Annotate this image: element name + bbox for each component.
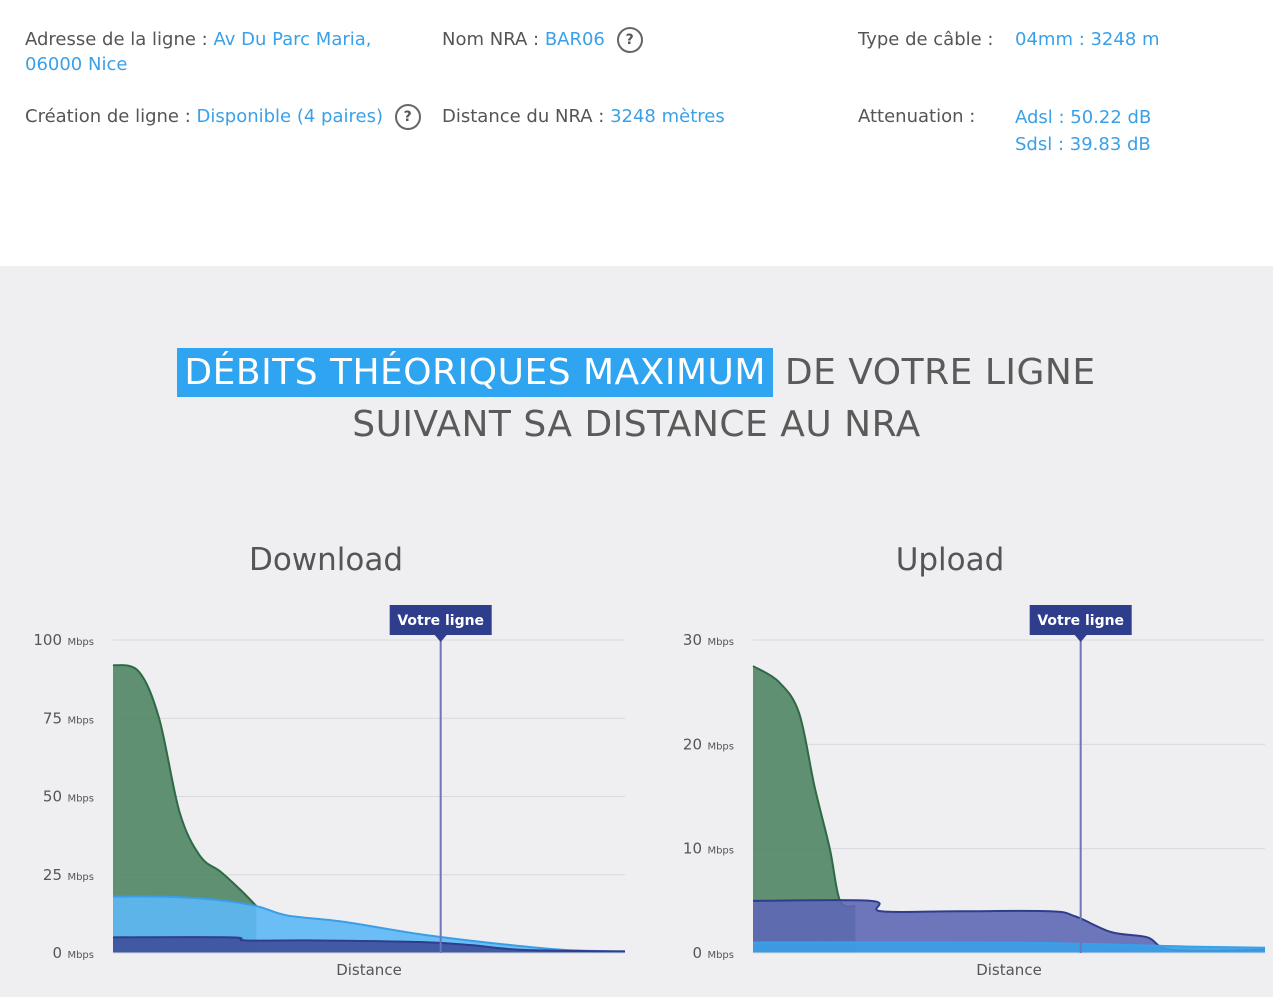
y-tick-label: 0 [692,944,702,962]
upload-chart: 0 Mbps 10 Mbps 20 Mbps 30 Mbps Distance Votre lig… [683,605,1266,979]
your-line-label: Votre ligne [1037,613,1124,629]
y-tick-label: 50 [43,788,62,806]
series-area-0 [113,665,257,953]
your-line-badge: Votre ligne [389,605,492,642]
x-axis-label: Distance [976,961,1042,979]
nra-distance-value: 3248 mètres [610,106,725,127]
y-tick-unit: Mbps [67,950,94,961]
line-creation-field: Création de ligne : Disponible (4 paires… [25,104,421,130]
section-headline-line2: SUIVANT SA DISTANCE AU NRA [352,404,921,445]
nra-name-value: BAR06 [544,29,605,50]
line-creation-value: Disponible (4 paires) [196,106,383,127]
series-area-1 [753,900,1265,953]
y-tick-unit: Mbps [67,637,94,648]
nra-name-label: Nom NRA : [442,29,540,50]
address-field: Adresse de la ligne : Av Du Parc Maria, … [25,27,405,77]
help-icon[interactable]: ? [394,104,421,130]
y-tick-unit: Mbps [67,794,94,805]
line-info-panel: Adresse de la ligne : Av Du Parc Maria, … [0,0,1273,266]
y-tick-label: 20 [683,735,702,753]
y-tick-label: 75 [43,709,62,727]
cable-type-value: 04mm : 3248 m [1015,29,1160,50]
y-tick-label: 100 [33,631,62,649]
headline-rest: DE VOTRE LIGNE [784,352,1096,393]
address-label: Adresse de la ligne : [25,29,208,50]
series-line-0 [112,664,258,907]
cable-type-value-wrap: 04mm : 3248 m [1015,27,1160,52]
y-tick-unit: Mbps [707,741,734,752]
line-creation-label: Création de ligne : [25,106,191,127]
x-axis-label: Distance [336,961,402,979]
attenuation-label: Attenuation : [858,106,976,127]
series-area-2 [113,937,625,953]
y-tick-label: 10 [683,840,702,858]
y-tick-label: 30 [683,631,702,649]
nra-distance-field: Distance du NRA : 3248 mètres [442,104,725,129]
attenuation-sdsl: Sdsl : 39.83 dB [1015,134,1151,155]
series-area-2 [753,942,1265,953]
y-tick-label: 25 [43,866,62,884]
nra-name-field: Nom NRA : BAR06 ? [442,27,643,53]
attenuation-field: Attenuation : [858,104,975,129]
attenuation-values: Adsl : 50.22 dB Sdsl : 39.83 dB [1015,104,1151,158]
series-line-1 [112,895,626,953]
headline-highlight: DÉBITS THÉORIQUES MAXIMUM [177,348,773,397]
series-line-2 [112,936,626,953]
series-line-2 [752,941,1266,949]
your-line-label: Votre ligne [397,613,484,629]
address-value-line1: Av Du Parc Maria, [213,29,372,50]
y-tick-unit: Mbps [707,637,734,648]
y-tick-label: 0 [52,944,62,962]
download-chart-title: Download [248,542,404,578]
download-chart: 0 Mbps 25 Mbps 50 Mbps 75 Mbps 100 Mbps Distance Vo… [33,605,626,979]
nra-distance-label: Distance du NRA : [442,106,605,127]
address-value-line2: 06000 Nice [25,54,128,75]
cable-type-field: Type de câble : [858,27,994,52]
attenuation-adsl: Adsl : 50.22 dB [1015,107,1152,128]
help-icon[interactable]: ? [616,27,643,53]
y-tick-unit: Mbps [707,950,734,961]
cable-type-label: Type de câble : [858,29,994,50]
y-tick-unit: Mbps [67,715,94,726]
y-tick-unit: Mbps [707,846,734,857]
section-headline-line1: DÉBITS THÉORIQUES MAXIMUM DE VOTRE LIGNE [0,348,1273,397]
series-area-0 [753,666,856,953]
your-line-badge: Votre ligne [1029,605,1132,642]
y-tick-unit: Mbps [67,872,94,883]
upload-chart-title: Upload [895,542,1005,578]
